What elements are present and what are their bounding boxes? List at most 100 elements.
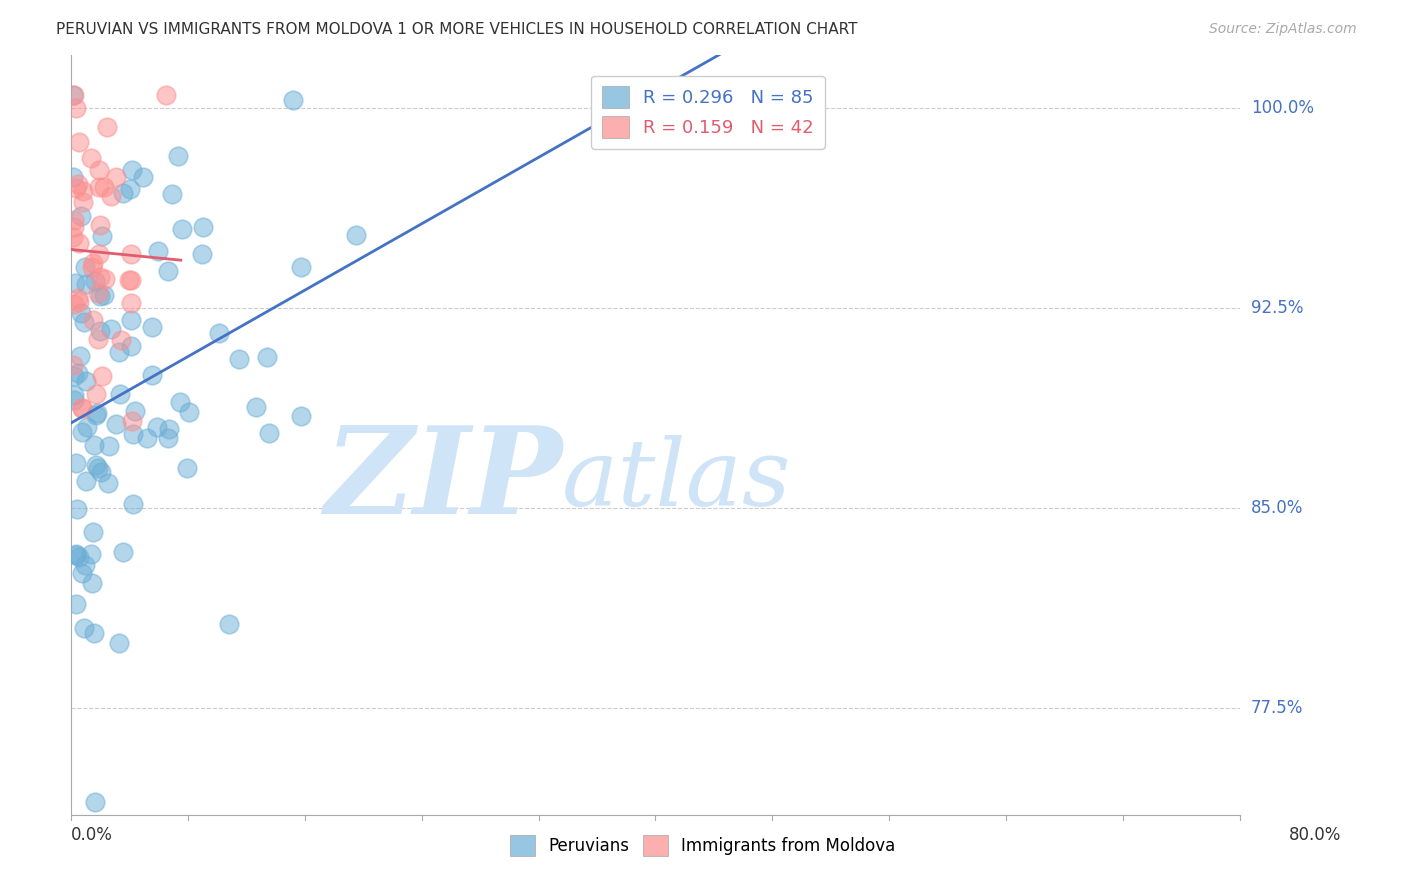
Point (62, 229, 84, 244)
Point (344, 227, 367, 242)
Text: 100.0%: 100.0% (1251, 99, 1313, 118)
Point (67, 235, 90, 250)
Point (104, 170, 127, 185)
Point (72, 184, 94, 198)
Point (62, 358, 84, 372)
Point (80, 576, 103, 591)
Point (120, 273, 142, 287)
Point (87, 162, 110, 177)
Point (117, 273, 139, 287)
Legend: R = 0.296   N = 85, R = 0.159   N = 42: R = 0.296 N = 85, R = 0.159 N = 42 (591, 76, 825, 148)
Point (89, 246, 111, 260)
Point (84, 795, 107, 809)
Point (67, 135, 90, 149)
Point (169, 394, 191, 409)
Point (82, 312, 104, 326)
Point (97, 475, 120, 490)
Point (70, 401, 93, 416)
Point (65, 456, 87, 470)
Point (63, 219, 86, 234)
Point (86, 285, 108, 300)
Point (100, 322, 122, 336)
Point (82, 256, 104, 270)
Point (157, 431, 180, 445)
Point (120, 182, 142, 196)
Point (256, 351, 278, 365)
Point (172, 222, 194, 236)
Point (84, 458, 107, 472)
Point (91, 228, 114, 243)
Point (75, 277, 97, 291)
Point (75, 474, 97, 488)
Point (62, 388, 84, 402)
Point (89, 270, 111, 285)
Point (121, 414, 143, 428)
Point (112, 545, 135, 559)
Point (94, 271, 117, 285)
Point (62, 212, 84, 227)
Point (84, 274, 107, 288)
Point (146, 420, 169, 434)
Point (122, 497, 145, 511)
Point (120, 313, 142, 327)
Point (193, 220, 215, 235)
Point (111, 186, 134, 200)
Point (66, 501, 89, 516)
Point (141, 368, 163, 383)
Point (136, 431, 159, 445)
Point (120, 247, 142, 261)
Point (257, 426, 280, 441)
Point (100, 189, 122, 203)
Point (87, 332, 110, 346)
Text: 0.0%: 0.0% (70, 826, 112, 844)
Point (98, 439, 121, 453)
Text: ZIP: ZIP (323, 421, 562, 540)
Point (63, 296, 86, 310)
Point (245, 400, 267, 414)
Point (157, 422, 180, 436)
Point (65, 101, 87, 115)
Point (80, 152, 103, 166)
Point (67, 295, 90, 310)
Point (72, 194, 94, 209)
Text: 85.0%: 85.0% (1251, 500, 1303, 517)
Point (96, 120, 118, 135)
Point (87, 179, 110, 194)
Point (67, 550, 90, 565)
Point (66, 291, 89, 305)
Point (75, 374, 97, 388)
Point (83, 625, 105, 640)
Point (70, 306, 93, 320)
Point (191, 247, 214, 261)
Point (93, 288, 115, 302)
Point (66, 366, 89, 380)
Point (86, 461, 108, 475)
Point (86, 406, 108, 420)
Point (65, 597, 87, 611)
Text: 92.5%: 92.5% (1251, 300, 1303, 318)
Point (90, 465, 112, 479)
Text: 77.5%: 77.5% (1251, 699, 1303, 717)
Point (131, 169, 153, 184)
Point (155, 88, 177, 103)
Point (80, 547, 103, 561)
Point (82, 260, 104, 275)
Point (83, 438, 105, 452)
Point (65, 548, 87, 562)
Point (84, 409, 107, 423)
Point (93, 179, 115, 194)
Point (108, 635, 131, 649)
Point (84, 387, 107, 401)
Legend: Peruvians, Immigrants from Moldova: Peruvians, Immigrants from Moldova (502, 827, 904, 864)
Point (76, 420, 98, 434)
Point (89, 324, 111, 338)
Point (72, 566, 94, 581)
Point (162, 186, 184, 201)
Point (89, 219, 111, 233)
Point (62, 170, 84, 185)
Point (120, 339, 142, 353)
Point (63, 393, 86, 408)
Text: Source: ZipAtlas.com: Source: ZipAtlas.com (1209, 22, 1357, 37)
Point (62, 88, 84, 103)
Point (70, 401, 93, 415)
